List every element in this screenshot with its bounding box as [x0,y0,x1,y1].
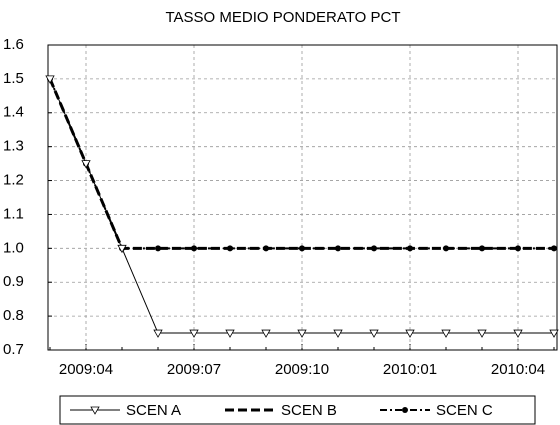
y-tick-label: 1.0 [3,239,24,256]
legend-label: SCEN A [126,402,181,419]
marker [479,245,485,252]
marker [335,245,341,252]
x-tick-label: 2009:04 [59,361,113,378]
legend-label: SCEN C [436,402,493,419]
marker [402,407,408,413]
marker [405,329,415,338]
marker [299,245,305,252]
marker [371,245,377,252]
legend-box [59,395,536,425]
marker [441,329,451,338]
marker [189,329,199,338]
marker [551,245,557,252]
marker [90,406,100,415]
marker [261,329,271,338]
y-tick-label: 0.9 [3,273,24,290]
marker [263,245,269,252]
marker [117,244,127,254]
marker [407,245,413,252]
x-tick-label: 2009:10 [275,361,329,378]
y-tick-label: 1.4 [3,104,24,121]
y-tick-label: 1.5 [3,70,24,87]
marker [443,245,449,252]
marker [369,329,379,338]
series-line [49,78,554,250]
y-tick-label: 1.3 [3,138,24,155]
marker [227,245,233,252]
marker [225,329,235,338]
x-tick-label: 2010:04 [491,361,545,378]
marker [549,329,559,338]
marker [45,75,55,84]
y-tick-label: 1.1 [3,205,24,222]
marker [155,245,161,252]
marker [515,245,521,252]
marker [333,329,343,338]
y-tick-label: 1.6 [3,36,24,53]
y-tick-label: 0.7 [3,341,24,358]
chart-title: TASSO MEDIO PONDERATO PCT [165,9,400,26]
y-tick-label: 1.2 [3,172,24,189]
marker [153,329,163,338]
series-line [48,78,554,250]
marker [81,160,91,169]
legend-label: SCEN B [281,402,337,419]
marker [191,245,197,252]
x-tick-label: 2010:01 [383,361,437,378]
marker [513,329,523,338]
plot-frame [47,44,558,351]
y-tick-label: 0.8 [3,307,24,324]
marker [297,329,307,338]
marker [477,329,487,338]
x-tick-label: 2009:07 [167,361,221,378]
